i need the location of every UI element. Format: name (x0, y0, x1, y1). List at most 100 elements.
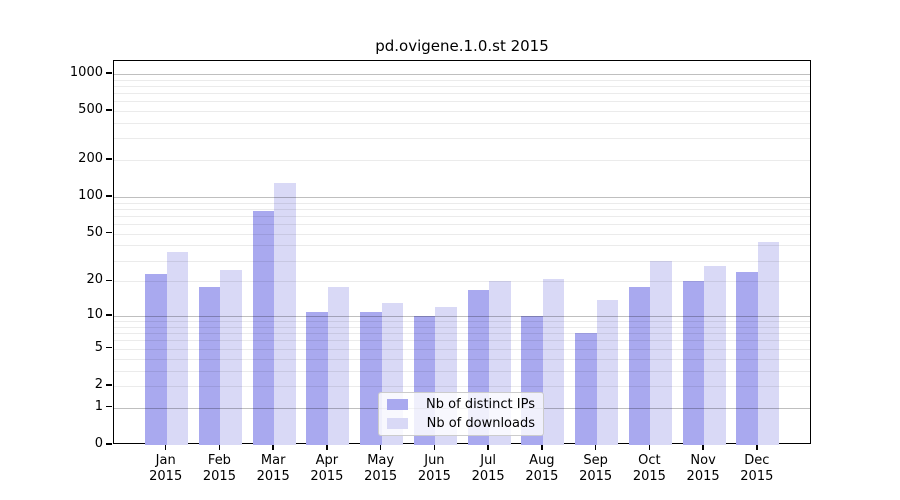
bar-downloads-mar (274, 183, 296, 445)
gridline-minor-6 (114, 340, 810, 342)
bar-distinct-ips-oct (628, 286, 651, 445)
plot-area (113, 60, 811, 445)
x-tick-aug (541, 444, 543, 450)
gridline-minor-3 (114, 370, 810, 372)
bar-downloads-jan (166, 252, 189, 445)
gridline-minor-60 (114, 224, 810, 226)
x-tick-label-dec: Dec 2015 (730, 453, 784, 485)
gridline-minor-80 (114, 208, 810, 210)
legend: Nb of distinct IPs Nb of downloads (378, 392, 544, 436)
bar-downloads-feb (220, 269, 242, 445)
gridline-minor-200 (114, 160, 810, 162)
x-tick-label-year: 2015 (525, 469, 559, 484)
x-tick-label-year: 2015 (149, 469, 183, 484)
x-tick-label-jul: Jul 2015 (461, 453, 515, 485)
x-tick-label-month: Dec (744, 453, 770, 468)
y-tick-label-5: 5 (94, 339, 103, 355)
legend-item-distinct-ips: Nb of distinct IPs (387, 397, 535, 413)
x-tick-nov (702, 444, 704, 450)
gridline-minor-2 (114, 385, 810, 387)
gridline-minor-8 (114, 326, 810, 328)
y-tick-label-200: 200 (78, 151, 103, 167)
gridline-minor-4 (114, 358, 810, 360)
x-tick-label-sep: Sep 2015 (569, 453, 623, 485)
y-tick-label-1000: 1000 (69, 64, 103, 80)
x-tick-jun (433, 444, 436, 450)
y-tick-label-1: 1 (94, 398, 103, 414)
legend-swatch-distinct-ips (387, 399, 408, 410)
gridline-minor-400 (114, 122, 810, 124)
x-tick-label-year: 2015 (471, 469, 505, 484)
x-tick-label-oct: Oct 2015 (622, 453, 676, 485)
y-tick-0 (106, 443, 112, 445)
gridline-minor-600 (114, 101, 810, 103)
y-tick-label-2: 2 (94, 376, 103, 392)
y-tick-label-20: 20 (86, 272, 103, 288)
y-tick-200 (106, 158, 112, 160)
x-tick-oct (648, 444, 651, 450)
gridline-minor-800 (114, 85, 810, 87)
x-tick-label-month: Jun (424, 453, 445, 468)
y-tick-label-50: 50 (86, 224, 103, 240)
x-tick-label-mar: Mar 2015 (246, 453, 300, 485)
x-tick-label-jun: Jun 2015 (407, 453, 461, 485)
y-tick-1 (106, 406, 112, 408)
legend-item-downloads: Nb of downloads (387, 416, 535, 432)
gridline-minor-7 (114, 333, 810, 335)
x-tick-label-year: 2015 (740, 469, 774, 484)
x-tick-label-month: Apr (315, 453, 339, 468)
x-tick-label-may: May 2015 (354, 453, 408, 485)
legend-label-distinct-ips: Nb of distinct IPs (426, 397, 535, 412)
x-tick-label-apr: Apr 2015 (300, 453, 354, 485)
x-tick-label-year: 2015 (202, 469, 236, 484)
y-tick-label-0: 0 (94, 436, 103, 451)
x-tick-label-year: 2015 (256, 469, 290, 484)
x-tick-label-year: 2015 (632, 469, 666, 484)
gridline-minor-40 (114, 245, 810, 247)
bar-distinct-ips-mar (252, 210, 275, 445)
x-tick-jul (487, 444, 489, 450)
x-tick-label-aug: Aug 2015 (515, 453, 569, 485)
x-tick-label-month: Mar (260, 453, 286, 468)
gridline-major-1000 (114, 73, 810, 75)
bar-distinct-ips-sep (575, 333, 597, 445)
x-tick-label-month: Aug (529, 453, 555, 468)
x-tick-label-month: Jan (155, 453, 176, 468)
y-tick-label-100: 100 (78, 188, 103, 204)
x-tick-label-month: Oct (638, 453, 661, 468)
gridline-minor-70 (114, 215, 810, 217)
bar-downloads-apr (327, 286, 350, 445)
y-tick-5 (106, 347, 112, 349)
gridline-minor-900 (114, 79, 810, 81)
x-tick-label-month: Feb (207, 453, 231, 468)
gridline-minor-50 (114, 233, 810, 235)
gridline-minor-9 (114, 321, 810, 323)
x-tick-jan (165, 444, 167, 450)
y-tick-1000 (106, 72, 112, 74)
bar-distinct-ips-jan (145, 274, 167, 445)
x-tick-label-year: 2015 (310, 469, 344, 484)
bar-distinct-ips-apr (306, 311, 328, 445)
gridline-minor-500 (114, 111, 810, 113)
y-tick-label-500: 500 (78, 102, 103, 118)
y-tick-100 (106, 195, 112, 197)
x-tick-label-month: Sep (583, 453, 608, 468)
x-tick-label-year: 2015 (417, 469, 451, 484)
bar-downloads-dec (757, 241, 780, 445)
gridline-minor-90 (114, 202, 810, 204)
x-tick-may (379, 444, 382, 450)
x-tick-label-year: 2015 (579, 469, 613, 484)
bar-distinct-ips-dec (736, 272, 758, 445)
x-tick-label-month: Nov (690, 453, 716, 468)
gridline-major-10 (114, 316, 810, 318)
x-tick-label-nov: Nov 2015 (676, 453, 730, 485)
bar-downloads-aug (542, 278, 565, 445)
x-tick-label-month: Jul (480, 453, 496, 468)
y-tick-label-10: 10 (86, 307, 103, 323)
gridline-minor-700 (114, 92, 810, 94)
x-tick-feb (218, 444, 221, 450)
x-tick-label-jan: Jan 2015 (139, 453, 193, 485)
bar-distinct-ips-feb (198, 286, 221, 445)
x-tick-label-year: 2015 (686, 469, 720, 484)
y-tick-10 (106, 314, 112, 316)
